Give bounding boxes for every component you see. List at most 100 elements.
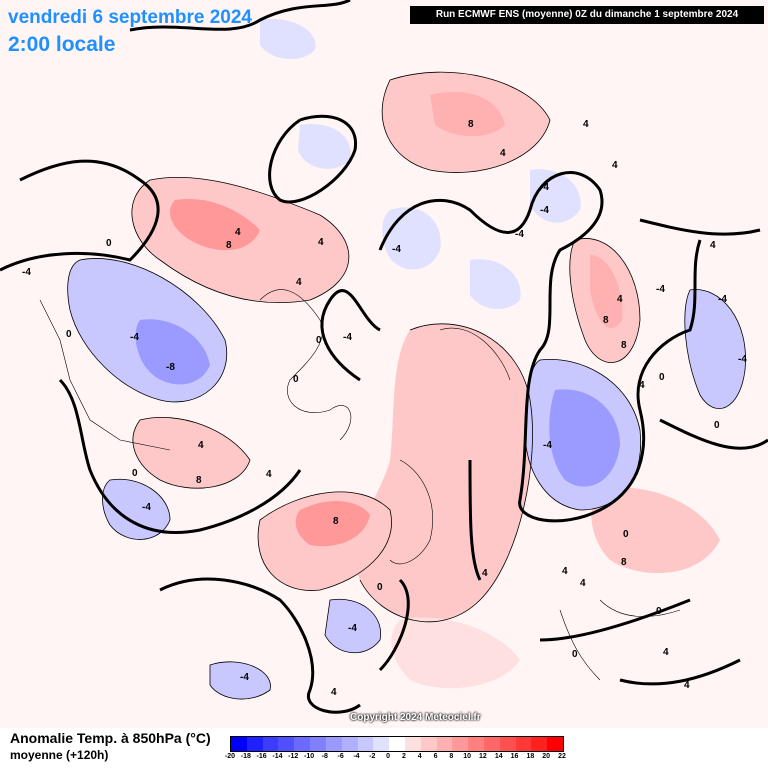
color-scale-tick: 14: [494, 753, 503, 760]
contour-label: -4: [240, 672, 249, 683]
color-scale-cell: [262, 737, 279, 751]
contour-label: -4: [515, 229, 524, 240]
contour-label: -4: [540, 182, 549, 193]
cold-anomaly-areas: [67, 19, 746, 700]
contour-label: -4: [142, 502, 151, 513]
contour-label: -4: [392, 244, 401, 255]
color-scale-tick: 0: [386, 753, 391, 760]
zero-anomaly-contours: [0, 0, 768, 714]
contour-label: 8: [621, 340, 627, 351]
color-scale-tick: 18: [526, 753, 535, 760]
contour-label: -4: [543, 440, 552, 451]
color-scale-tick: -16: [256, 753, 267, 760]
color-scale-tick: -6: [337, 753, 344, 760]
warm-anomaly-areas: [131, 72, 720, 689]
color-scale-cell: [373, 737, 390, 751]
copyright: Copyright 2024 Meteociel.fr: [350, 712, 481, 723]
color-scale-tick: 16: [510, 753, 519, 760]
contour-label: 4: [612, 160, 618, 171]
contour-label: 4: [583, 119, 589, 130]
color-scale-tick: 12: [479, 753, 487, 760]
contour-label: 8: [468, 119, 474, 130]
contour-label: 0: [656, 606, 662, 617]
contour-label: 4: [266, 469, 272, 480]
contour-label: 4: [296, 277, 302, 288]
contour-label: 4: [617, 294, 623, 305]
contour-label: 0: [132, 468, 138, 479]
contour-label: 4: [710, 240, 716, 251]
forecast-date: vendredi 6 septembre 2024: [8, 7, 252, 28]
contour-label: 0: [659, 372, 665, 383]
temperature-anomaly-map: 8 8 4 4 4 0 -4 -8 -4 0 -4 -4 4 4 -4 -4 4…: [0, 0, 768, 714]
contour-label: 4: [198, 440, 204, 451]
contour-label: 4: [639, 380, 645, 391]
color-scale-cell: [499, 737, 516, 751]
color-scale-cell: [294, 737, 311, 751]
contour-label: 0: [572, 649, 578, 660]
color-scale-cell: [325, 737, 342, 751]
color-scale-cell: [404, 737, 421, 751]
color-scale-cell: [436, 737, 453, 751]
color-scale-tick: -14: [272, 753, 283, 760]
color-scale-tick: 20: [542, 753, 551, 760]
contour-label: 4: [684, 680, 690, 691]
color-scale-cell: [231, 737, 247, 751]
contour-label: 0: [377, 582, 383, 593]
contour-label: -4: [656, 284, 665, 295]
contour-label: 0: [66, 329, 72, 340]
contour-label: 0: [293, 374, 299, 385]
color-scale-tick: -20: [224, 753, 236, 760]
color-scale-cell: [547, 737, 564, 751]
color-scale-tick: 4: [417, 753, 422, 760]
model-run-info: Run ECMWF ENS (moyenne) 0Z du dimanche 1…: [410, 6, 764, 24]
contour-label: 4: [562, 566, 568, 577]
color-scale-tick: 8: [449, 753, 454, 760]
contour-label: 8: [603, 315, 609, 326]
color-scale-tick: -10: [303, 753, 315, 760]
color-scale-tick: 6: [433, 753, 438, 760]
contour-label: 4: [318, 237, 324, 248]
contour-label: -4: [22, 267, 31, 278]
contour-label: -4: [348, 623, 357, 634]
color-scale-tick: 2: [401, 753, 406, 760]
contour-label: 4: [235, 227, 241, 238]
color-scale-cell: [310, 737, 326, 751]
color-scale-cell: [420, 737, 437, 751]
color-scale-cell: [468, 737, 484, 751]
contour-labels: 8 8 4 4 4 0 -4 -8 -4 0 -4 -4 4 4 -4 -4 4…: [22, 119, 747, 698]
contour-label: 8: [333, 516, 339, 527]
contour-label: -4: [130, 332, 139, 343]
contour-label: 0: [714, 420, 720, 431]
color-scale-tick: -8: [321, 753, 328, 760]
color-scale-cell: [389, 737, 405, 751]
color-scale-tick: -4: [353, 753, 360, 760]
contour-label: 8: [621, 557, 627, 568]
contour-label: 0: [316, 335, 322, 346]
contour-label: 0: [106, 238, 112, 249]
forecast-time: 2:00 locale: [8, 33, 116, 56]
contour-label: 8: [196, 475, 202, 486]
contour-label: 8: [226, 240, 232, 251]
anomaly-contours: [67, 71, 746, 700]
color-scale-cell: [452, 737, 469, 751]
contour-label: -4: [540, 205, 549, 216]
color-scale-tick: -2: [369, 753, 376, 760]
color-scale-tick: -18: [240, 753, 251, 760]
contour-label: 4: [482, 568, 488, 579]
color-scale-tick: -12: [288, 753, 299, 760]
contour-label: -4: [718, 294, 727, 305]
color-scale: [230, 736, 564, 752]
color-scale-cell: [341, 737, 358, 751]
color-scale-cell: [357, 737, 374, 751]
color-scale-ticks: -20 -18 -16 -14 -12 -10 -8 -6 -4 -2 0 2 4 6 8 10 12 14 16 1…: [225, 753, 566, 763]
color-scale-cell: [531, 737, 548, 751]
color-scale-tick: 10: [463, 753, 472, 760]
contour-label: -4: [343, 332, 352, 343]
variable-subtitle: moyenne (+120h): [10, 748, 109, 762]
contour-label: -8: [166, 362, 175, 373]
contour-label: 4: [580, 578, 586, 589]
coastlines: [39, 289, 681, 681]
color-scale-cell: [515, 737, 532, 751]
contour-label: -4: [738, 354, 747, 365]
